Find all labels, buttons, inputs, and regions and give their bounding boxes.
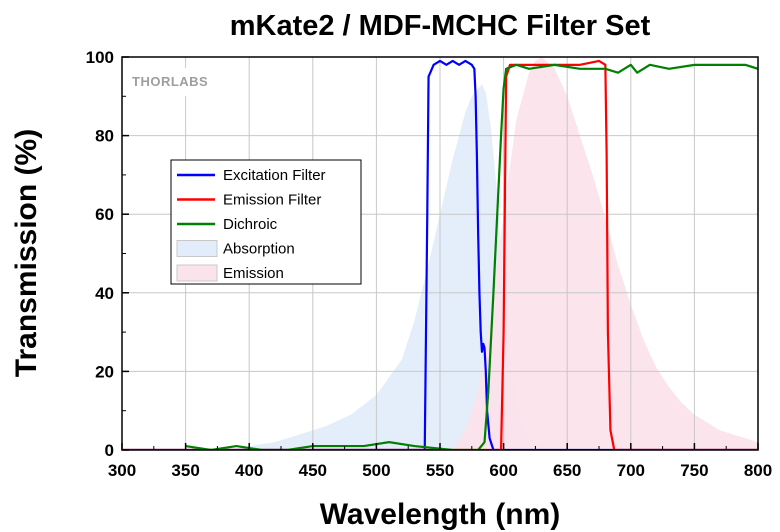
y-tick-label: 80 [95,127,114,146]
x-tick-label: 450 [299,461,327,480]
axis-ticks [121,56,759,451]
x-tick-labels: 300 350 400 450 500 550 600 650 700 750 800 [108,461,772,480]
x-axis-label: Wavelength (nm) [320,498,561,531]
x-tick-label: 650 [553,461,581,480]
legend: Excitation Filter Emission Filter Dichroic… [170,159,362,285]
legend-label-dichroic: Dichroic [223,216,278,233]
chart-title: mKate2 / MDF-MCHC Filter Set [230,10,651,42]
legend-swatch-emission [176,264,218,282]
y-tick-label: 20 [95,362,114,381]
legend-swatch-absorption [176,240,218,257]
x-tick-label: 700 [617,461,645,480]
line-layer [122,59,758,450]
y-tick-label: 100 [86,48,114,67]
legend-label-emission: Emission [223,265,284,282]
x-tick-label: 500 [362,461,390,480]
x-tick-label: 750 [680,461,708,480]
series-dichroic [185,63,758,450]
area-emission [452,57,758,450]
x-tick-label: 800 [744,461,772,480]
series-excitation-filter [122,59,758,450]
x-tick-label: 300 [108,461,136,480]
y-axis-label: Transmission (%) [10,129,43,377]
series-emission-filter [122,59,758,450]
x-tick-label: 600 [489,461,517,480]
area-layer [230,57,758,450]
y-tick-label: 60 [95,205,114,224]
watermark: THORLABS [128,68,226,96]
x-tick-label: 350 [171,461,199,480]
thorlabs-watermark: THORLABS [132,74,208,89]
x-tick-label: 400 [235,461,263,480]
y-tick-label: 40 [95,284,114,303]
x-tick-label: 550 [426,461,454,480]
legend-box [170,159,362,285]
legend-label-excitation-filter: Excitation Filter [223,167,326,184]
y-tick-labels: 0 20 40 60 80 100 [86,48,114,460]
y-tick-label: 0 [105,441,114,460]
legend-label-emission-filter: Emission Filter [223,192,321,209]
legend-label-absorption: Absorption [223,241,295,258]
area-absorption [230,84,555,450]
